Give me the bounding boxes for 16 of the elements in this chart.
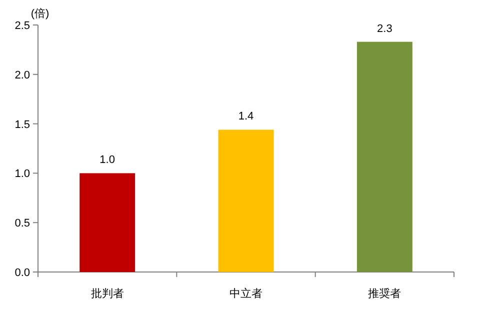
bar xyxy=(80,173,136,272)
data-label: 1.0 xyxy=(100,154,115,166)
y-tick-label: 0.0 xyxy=(14,267,30,279)
y-axis-title: (倍) xyxy=(30,7,50,20)
y-tick-label: 1.0 xyxy=(14,168,30,180)
y-tick-label: 2.0 xyxy=(14,69,30,82)
bar xyxy=(356,42,412,272)
y-tick-label: 0.5 xyxy=(14,218,30,230)
data-label: 1.4 xyxy=(238,110,254,123)
x-tick-label: 推奨者 xyxy=(368,287,402,300)
y-tick-label: 1.5 xyxy=(14,118,30,131)
bar xyxy=(218,130,274,272)
data-label: 2.3 xyxy=(377,22,392,35)
x-tick-label: 批判者 xyxy=(90,287,124,300)
x-tick-label: 中立者 xyxy=(230,287,262,300)
y-tick-label: 2.5 xyxy=(14,20,30,32)
